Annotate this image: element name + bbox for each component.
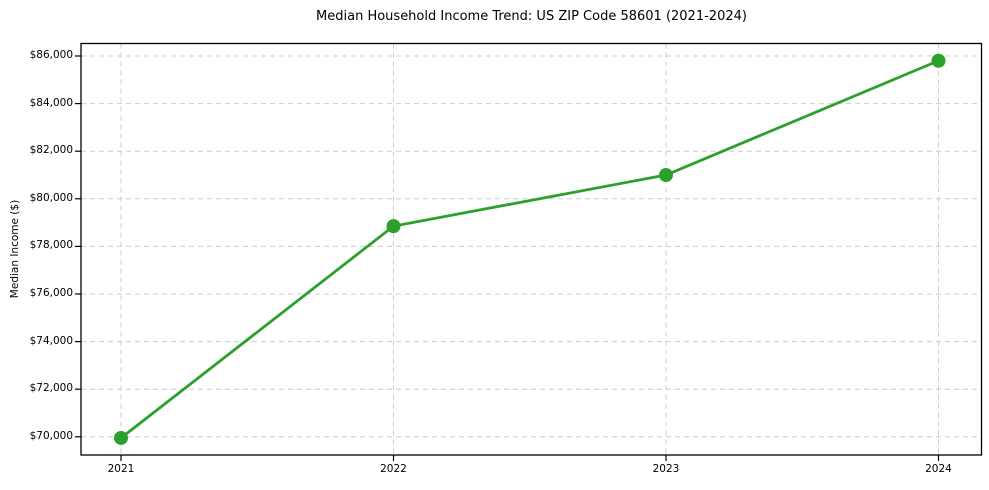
x-tick-label: 2023 [652, 463, 680, 475]
axes-background [81, 43, 982, 455]
y-tick-label: $82,000 [29, 144, 73, 157]
data-point [931, 53, 946, 68]
y-tick-label: $72,000 [29, 382, 73, 395]
y-tick-label: $80,000 [29, 191, 73, 204]
y-tick-label: $78,000 [29, 239, 73, 252]
data-point [386, 219, 401, 234]
y-tick-label: $70,000 [29, 429, 73, 442]
chart-title: Median Household Income Trend: US ZIP Co… [316, 9, 747, 24]
income-trend-line [119, 59, 940, 440]
x-tick-label: 2022 [380, 463, 407, 475]
x-tick-label: 2021 [107, 463, 135, 475]
y-tick-label: $74,000 [29, 334, 73, 347]
axes-border [80, 42, 983, 456]
data-point [114, 430, 128, 445]
x-tick-label: 2024 [925, 463, 952, 475]
y-tick-label: $84,000 [29, 96, 73, 109]
y-tick-label: $76,000 [29, 286, 73, 299]
y-tick-label: $86,000 [29, 48, 73, 61]
data-point [659, 167, 673, 182]
